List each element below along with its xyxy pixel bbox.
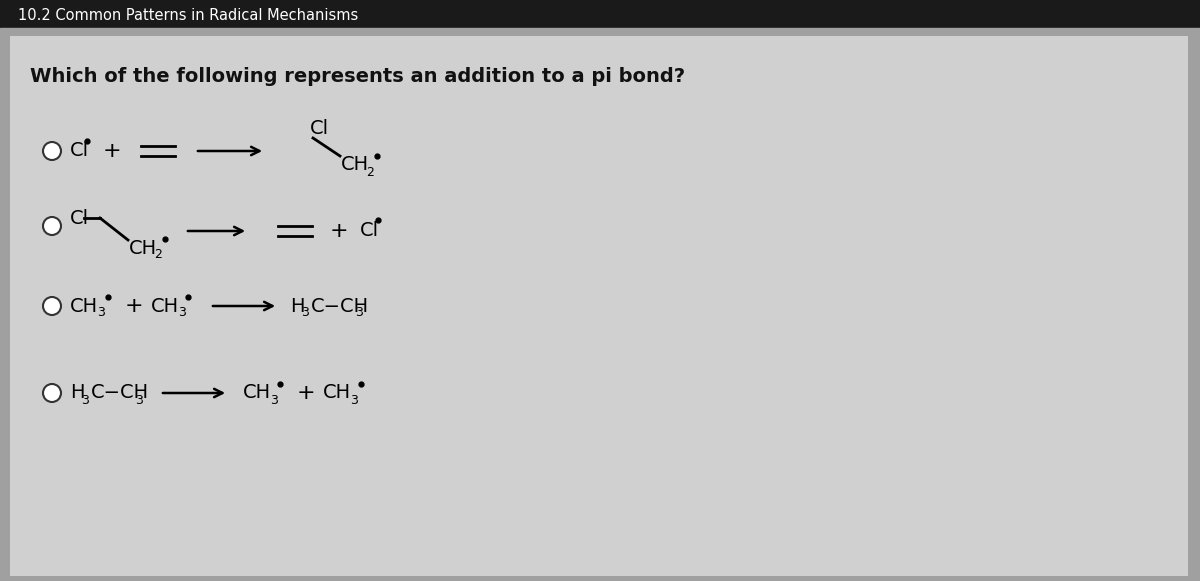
Text: CH: CH: [70, 296, 98, 315]
Text: Cl: Cl: [310, 120, 329, 138]
Text: CH: CH: [151, 296, 179, 315]
Text: Cl: Cl: [70, 209, 89, 228]
Text: CH: CH: [242, 383, 271, 403]
Text: 3: 3: [97, 307, 104, 320]
Text: 3: 3: [134, 393, 143, 407]
Text: Cl: Cl: [360, 221, 379, 241]
Text: CH: CH: [323, 383, 352, 403]
Circle shape: [43, 384, 61, 402]
Text: CH: CH: [341, 156, 370, 174]
Text: 3: 3: [270, 393, 278, 407]
Text: 3: 3: [178, 307, 186, 320]
Text: Cl: Cl: [70, 142, 89, 160]
Text: 3: 3: [301, 307, 308, 320]
Bar: [0, 0, 1200, 28]
Text: 10.2 Common Patterns in Radical Mechanisms: 10.2 Common Patterns in Radical Mechanis…: [18, 8, 359, 23]
Circle shape: [43, 297, 61, 315]
Text: +: +: [298, 383, 316, 403]
Text: +: +: [330, 221, 349, 241]
Text: 3: 3: [350, 393, 358, 407]
Text: 2: 2: [366, 166, 374, 178]
Text: CH: CH: [130, 238, 157, 257]
Text: 3: 3: [355, 307, 362, 320]
Text: 2: 2: [154, 249, 162, 261]
Text: C−CH: C−CH: [91, 383, 149, 403]
Text: +: +: [125, 296, 144, 316]
Text: Which of the following represents an addition to a pi bond?: Which of the following represents an add…: [30, 66, 685, 85]
Text: H: H: [290, 296, 305, 315]
Circle shape: [43, 217, 61, 235]
Circle shape: [43, 142, 61, 160]
Text: 3: 3: [82, 393, 89, 407]
Text: +: +: [103, 141, 121, 161]
Text: H: H: [70, 383, 84, 403]
Text: C−CH: C−CH: [311, 296, 370, 315]
